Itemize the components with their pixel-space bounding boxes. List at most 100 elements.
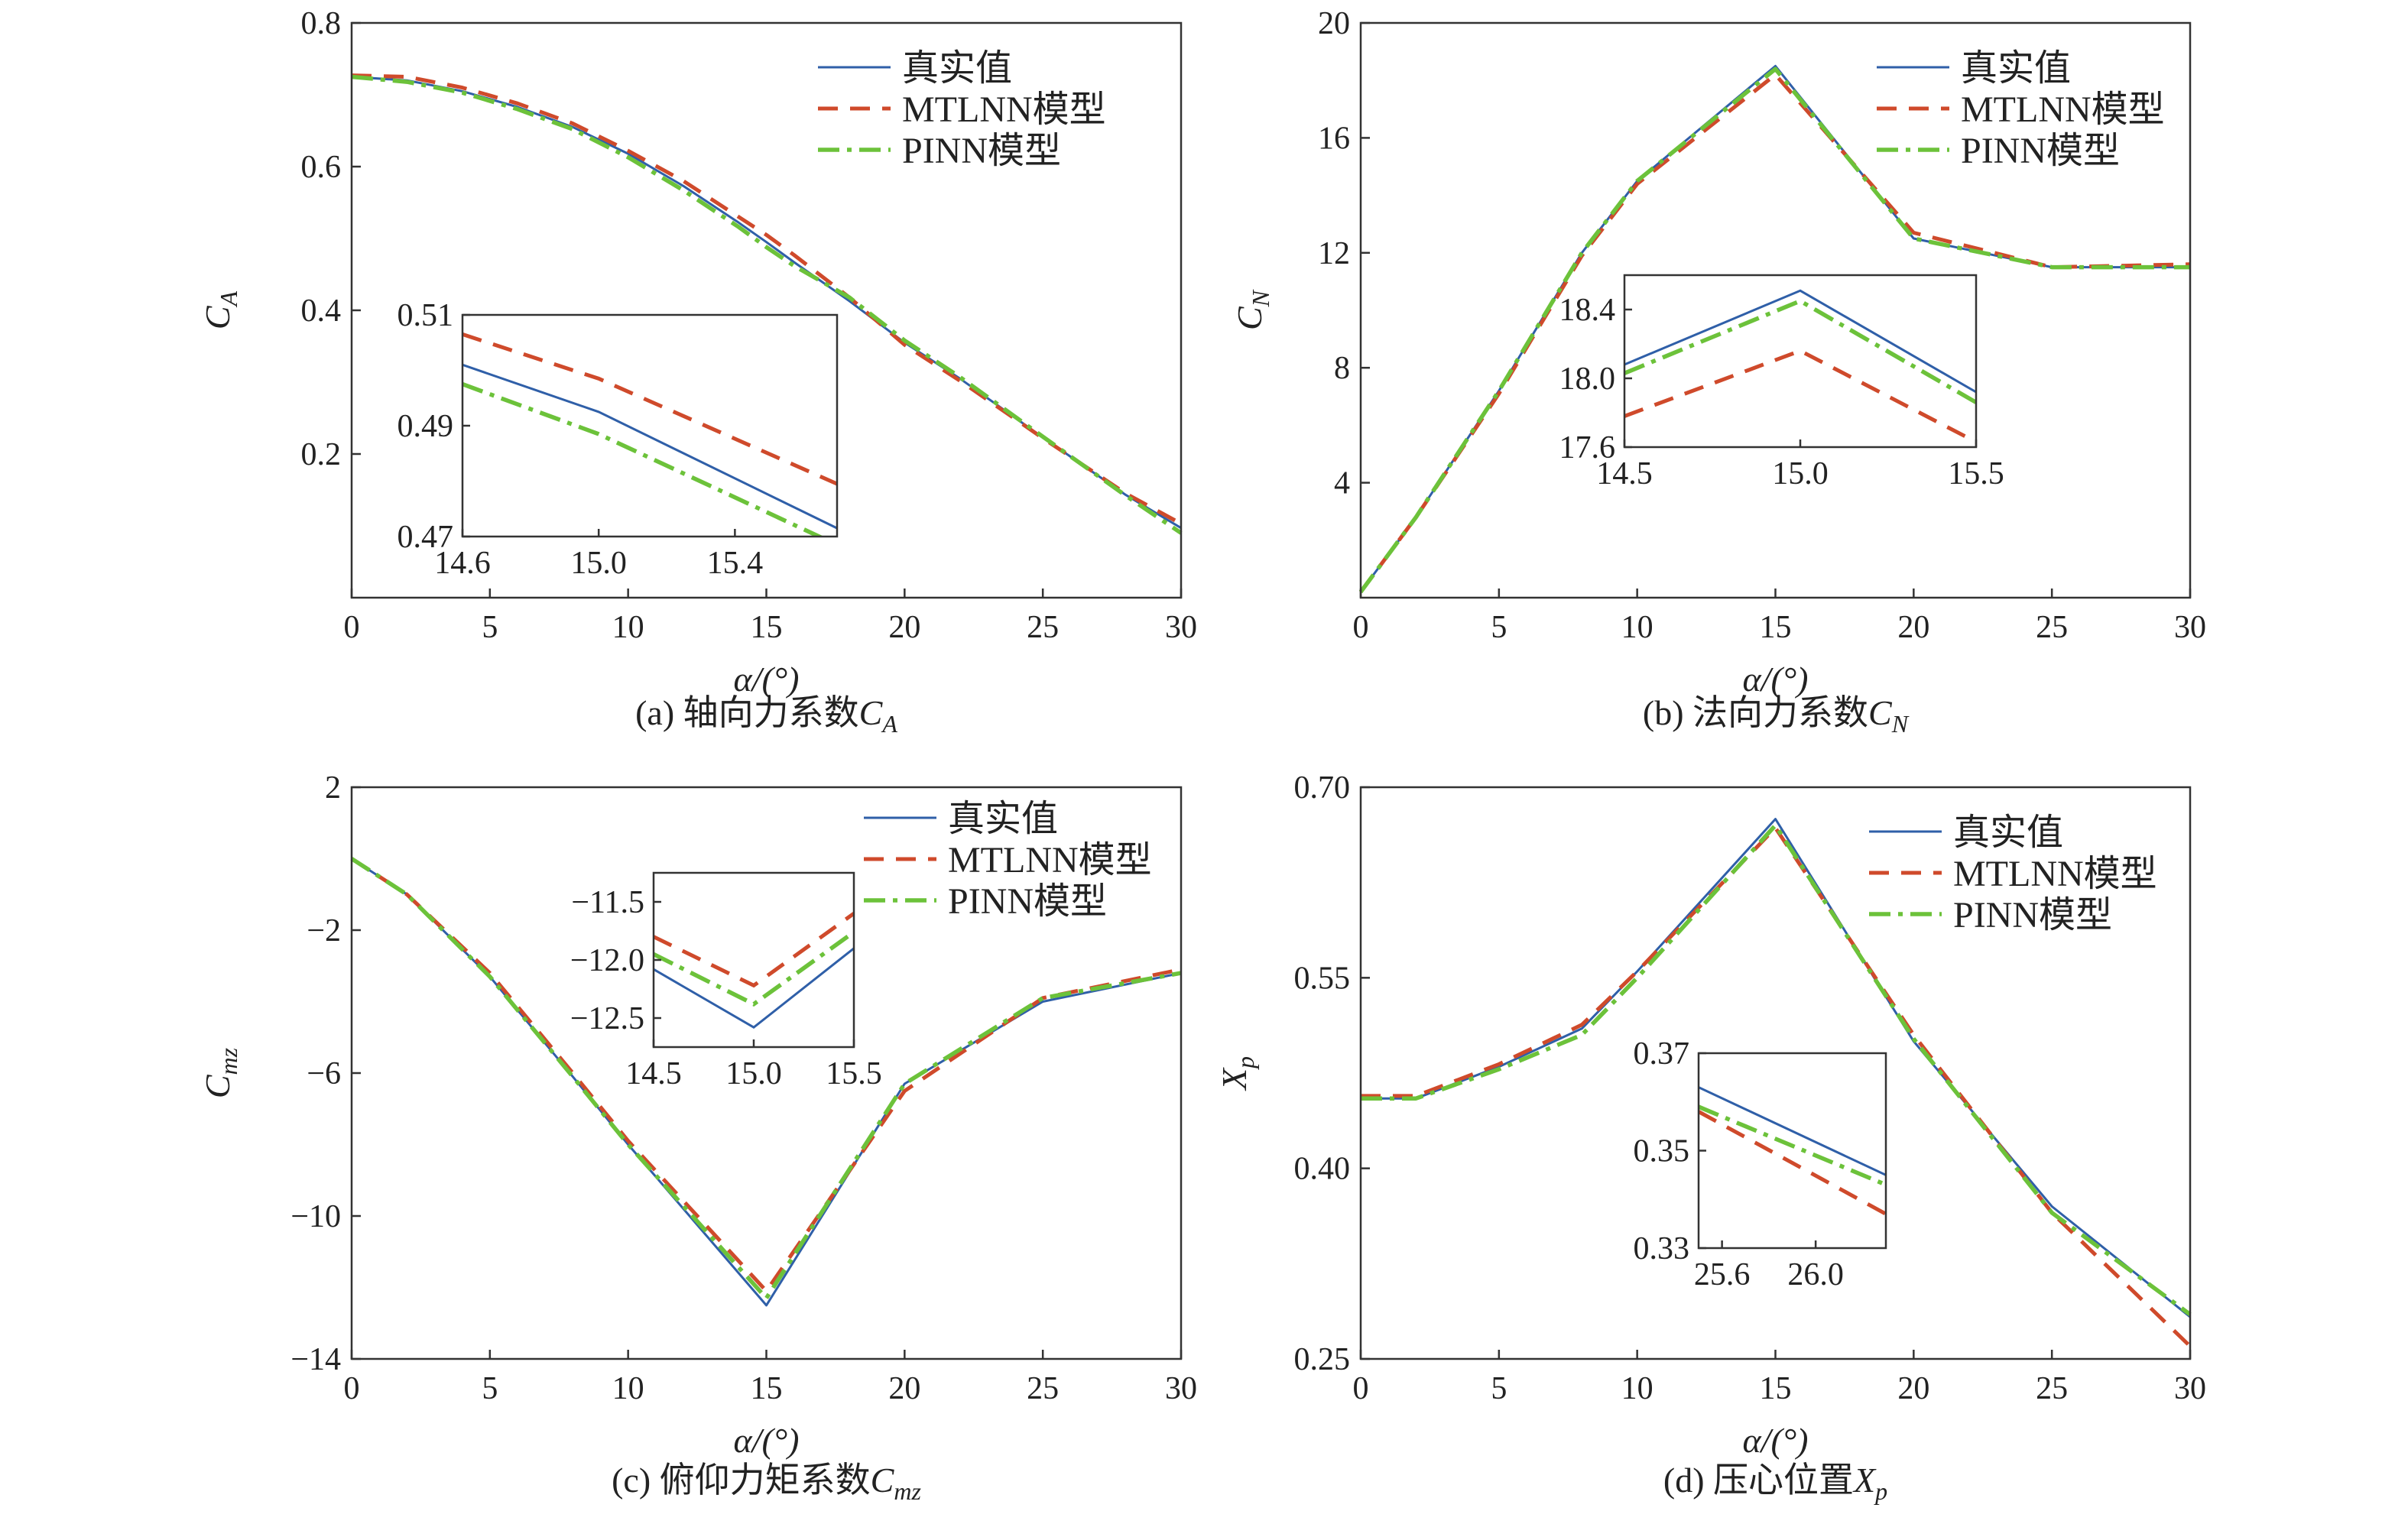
inset-x-tick-label: 14.5 [625,1056,682,1091]
legend-label: MTLNN模型 [948,840,1152,880]
legend-label: PINN模型 [902,131,1061,171]
inset-y-tick-label: −11.5 [571,885,644,920]
panel-caption: (a) 轴向力系数CA [635,693,897,738]
x-tick-label: 15 [1760,1371,1792,1406]
inset-x-tick-label: 15.5 [1948,456,2004,491]
y-tick-label: −2 [307,913,341,948]
y-tick-label: 4 [1334,466,1350,501]
x-tick-label: 25 [2036,610,2068,645]
inset-x-tick-label: 26.0 [1787,1257,1844,1292]
inset-background [462,315,837,537]
inset-x-tick-label: 15.0 [1772,456,1829,491]
x-tick-label: 20 [1897,1371,1929,1406]
series-line-1 [351,73,1183,526]
x-tick-label: 20 [888,610,920,645]
y-axis-label: Cmz [198,1047,242,1098]
x-tick-label: 30 [2174,610,2206,645]
x-tick-label: 30 [1165,1371,1197,1406]
inset-background [1699,1053,1886,1248]
inset-chart: 14.5 15.0 15.5 17.6 18.0 18.4 [1559,274,2004,491]
panel-caption: (c) 俯仰力矩系数Cmz [612,1461,921,1505]
inset-chart: 25.6 26.0 0.33 0.35 0.37 [1634,1036,1887,1292]
legend-label: PINN模型 [948,881,1107,922]
legend-label: PINN模型 [1953,895,2112,935]
y-tick-label: 8 [1334,351,1350,386]
x-tick-label: 15 [751,610,783,645]
y-tick-label: 0.6 [301,150,342,185]
inset-background [654,873,854,1047]
chart-panel-2: 0 5 10 15 20 25 30 −14 −10 −6 −2 2 α/(°) Cmz (c) 俯仰力矩系… [198,770,1197,1505]
legend-label: 真实值 [902,48,1012,89]
inset-y-tick-label: 0.47 [398,520,454,555]
y-tick-label: 0.4 [301,293,342,329]
x-tick-label: 5 [482,1371,498,1406]
inset-series-line-1 [1699,1110,1886,1216]
legend-label: MTLNN模型 [1961,89,2165,130]
legend-label: MTLNN模型 [902,89,1106,130]
y-axis-label: Xp [1215,1056,1259,1091]
legend-label: MTLNN模型 [1953,854,2157,894]
y-axis-label: CA [198,290,242,329]
series-line-2 [1361,823,2192,1317]
y-tick-label: 2 [325,770,341,806]
inset-series-line-2 [462,382,825,537]
inset-series-line-0 [654,947,854,1030]
x-tick-label: 25 [1027,610,1059,645]
y-tick-label: 0.55 [1294,961,1351,996]
inset-x-tick-label: 14.5 [1596,456,1653,491]
series-line-2 [1358,66,2190,594]
inset-series-line-1 [462,332,837,486]
x-tick-label: 5 [1491,610,1507,645]
inset-x-tick-label: 14.6 [434,546,491,581]
x-axis-label: α/(°) [1743,1421,1809,1460]
inset-y-tick-label: −12.5 [570,1001,644,1036]
y-tick-label: 0.2 [301,437,342,472]
x-tick-label: 20 [888,1371,920,1406]
x-tick-label: 10 [1621,1371,1653,1406]
x-tick-label: 10 [612,610,644,645]
y-tick-label: 16 [1318,121,1350,156]
legend-label: 真实值 [1953,812,2063,853]
y-tick-label: −10 [290,1199,341,1234]
x-tick-label: 15 [1760,610,1792,645]
inset-series-line-0 [462,363,837,530]
inset-series-line-1 [654,912,854,988]
inset-background [1624,275,1976,447]
inset-y-tick-label: 18.0 [1559,362,1616,397]
series-line-2 [351,74,1183,535]
x-tick-label: 20 [1897,610,1929,645]
x-tick-label: 0 [344,610,360,645]
inset-y-tick-label: 17.6 [1559,430,1616,465]
inset-y-tick-label: 0.51 [398,298,454,333]
x-tick-label: 10 [1621,610,1653,645]
inset-series-line-0 [1699,1086,1886,1176]
x-tick-label: 0 [1353,610,1369,645]
y-tick-label: 0.40 [1294,1152,1351,1187]
series-line-2 [350,857,1182,1301]
legend-label: PINN模型 [1961,131,2120,171]
y-tick-label: 0.70 [1294,770,1351,806]
panel-caption: (d) 压心位置Xp [1663,1461,1887,1505]
legend-label: 真实值 [1961,48,2071,89]
y-axis-label: CN [1230,289,1274,330]
x-tick-label: 25 [1027,1371,1059,1406]
inset-x-tick-label: 25.6 [1694,1257,1751,1292]
x-tick-label: 0 [1353,1371,1369,1406]
x-tick-label: 30 [2174,1371,2206,1406]
x-tick-label: 15 [751,1371,783,1406]
legend-label: 真实值 [948,799,1058,839]
inset-y-tick-label: 18.4 [1559,293,1616,328]
inset-y-tick-label: 0.37 [1634,1036,1690,1072]
y-tick-label: 0.25 [1294,1342,1351,1377]
inset-y-tick-label: 0.49 [398,409,454,444]
inset-x-tick-label: 15.4 [707,546,764,581]
chart-panel-3: 0 5 10 15 20 25 30 0.25 0.40 0.55 0.70 α/(°) Xp (d) 压… [1215,770,2206,1505]
y-tick-label: 12 [1318,236,1350,271]
x-tick-label: 5 [482,610,498,645]
y-tick-label: 20 [1318,6,1350,41]
x-tick-label: 30 [1165,610,1197,645]
inset-chart: 14.6 15.0 15.4 0.47 0.49 0.51 [398,298,839,581]
x-tick-label: 0 [344,1371,360,1406]
